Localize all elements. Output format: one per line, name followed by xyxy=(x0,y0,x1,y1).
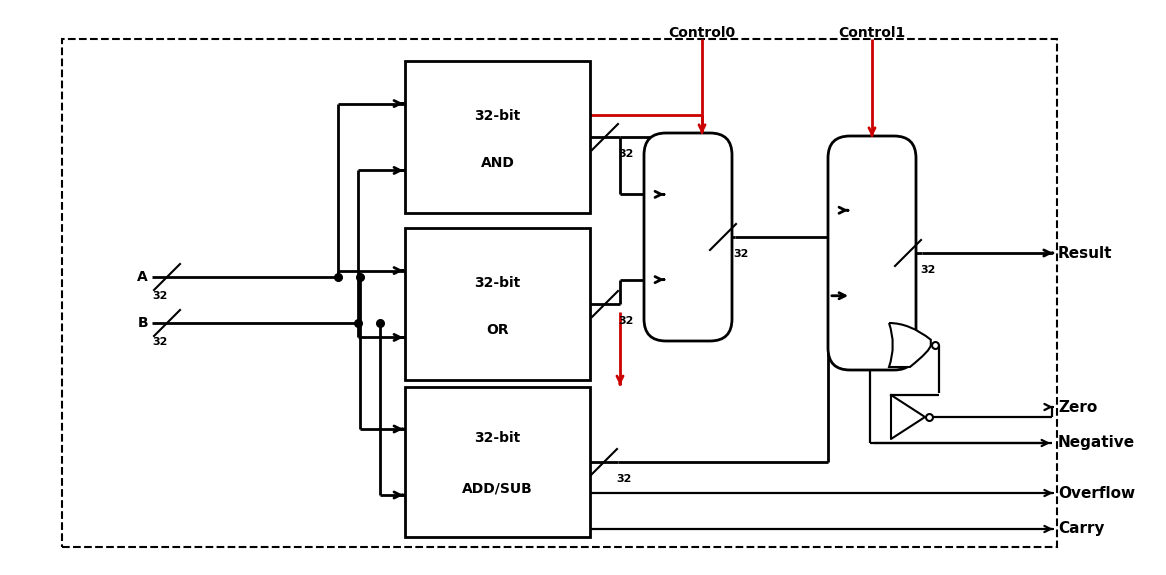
FancyBboxPatch shape xyxy=(828,136,916,370)
Text: 32: 32 xyxy=(618,316,633,326)
Text: 32-bit: 32-bit xyxy=(475,431,521,445)
Text: Overflow: Overflow xyxy=(1058,485,1136,500)
Text: ADD/SUB: ADD/SUB xyxy=(462,482,533,496)
Text: 32-bit: 32-bit xyxy=(475,109,521,122)
Text: 32: 32 xyxy=(733,249,749,259)
Bar xyxy=(405,61,590,213)
Bar xyxy=(62,39,1058,547)
Text: Control0: Control0 xyxy=(668,26,736,40)
Text: AND: AND xyxy=(480,156,514,170)
FancyBboxPatch shape xyxy=(644,133,732,341)
Text: 32: 32 xyxy=(153,291,168,301)
Text: 32-bit: 32-bit xyxy=(475,276,521,290)
Text: 32: 32 xyxy=(920,265,935,275)
Text: Carry: Carry xyxy=(1058,522,1104,536)
Bar xyxy=(405,228,590,380)
Text: Control1: Control1 xyxy=(838,26,906,40)
Text: B: B xyxy=(138,316,148,330)
Bar xyxy=(405,387,590,537)
PathPatch shape xyxy=(888,323,930,367)
Text: 32: 32 xyxy=(153,337,168,347)
Text: 32: 32 xyxy=(618,149,633,159)
Text: OR: OR xyxy=(486,323,508,337)
Text: Result: Result xyxy=(1058,246,1112,260)
Text: A: A xyxy=(138,270,148,284)
Text: Zero: Zero xyxy=(1058,400,1097,415)
Text: Negative: Negative xyxy=(1058,435,1136,450)
Text: 32: 32 xyxy=(616,474,631,484)
